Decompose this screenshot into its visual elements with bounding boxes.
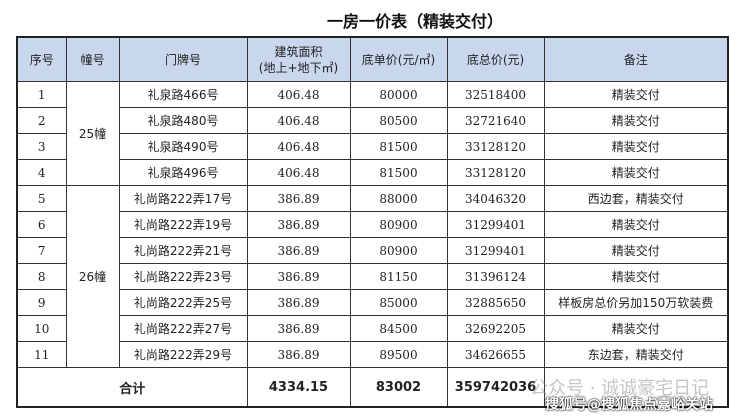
area-cell: 386.89 [246, 185, 351, 212]
note-cell: 精装交付 [543, 315, 729, 342]
area-cell: 386.89 [246, 341, 351, 368]
area-cell: 386.89 [246, 263, 351, 290]
address-cell: 礼尚路222弄23号 [118, 263, 248, 290]
area-cell: 406.48 [246, 107, 351, 134]
address-cell: 礼尚路222弄27号 [118, 315, 248, 342]
total-price-cell: 32721640 [446, 107, 545, 134]
table-row: 11 礼尚路222弄29号 386.89 89500 34626655 东边套，精装交付 [16, 341, 729, 368]
note-cell: 东边套，精装交付 [543, 341, 729, 368]
row-number: 5 [16, 185, 67, 212]
total-price-cell: 33128120 [446, 159, 545, 186]
total-note-empty [543, 367, 729, 408]
table-row: 8 礼尚路222弄23号 386.89 81150 31396124 精装交付 [16, 263, 729, 290]
column-header: 底单价(元/㎡) [349, 36, 448, 82]
row-number: 3 [16, 133, 67, 160]
table-row: 2 礼泉路480号 406.48 80500 32721640 精装交付 [16, 107, 729, 134]
note-cell: 西边套，精装交付 [543, 185, 729, 212]
unit-price-cell: 88000 [349, 185, 448, 212]
total-area: 4334.15 [246, 367, 351, 408]
unit-price-cell: 80900 [349, 237, 448, 264]
unit-price-cell: 81500 [349, 159, 448, 186]
unit-price-cell: 80500 [349, 107, 448, 134]
note-cell: 精装交付 [543, 211, 729, 238]
total-unit-price: 83002 [349, 367, 448, 408]
note-cell: 精装交付 [543, 237, 729, 264]
address-cell: 礼尚路222弄25号 [118, 289, 248, 316]
total-price-cell: 32885650 [446, 289, 545, 316]
total-price: 359742036 [446, 367, 545, 408]
area-cell: 406.48 [246, 159, 351, 186]
total-price-cell: 34046320 [446, 185, 545, 212]
row-number: 10 [16, 315, 67, 342]
note-cell: 样板房总价另加150万软装费 [543, 289, 729, 316]
page-title: 一房一价表（精装交付） [326, 12, 503, 31]
price-table: 序号 幢号 门牌号 建筑面积 (地上+地下㎡) 底单价(元/㎡) 底总价(元) 备注 1 25… [16, 36, 729, 408]
total-label: 合计 [16, 367, 248, 408]
column-header: 建筑面积 (地上+地下㎡) [246, 36, 351, 82]
note-cell: 精装交付 [543, 107, 729, 134]
total-price-cell: 31299401 [446, 211, 545, 238]
address-cell: 礼尚路222弄29号 [118, 341, 248, 368]
column-header: 备注 [543, 36, 729, 82]
note-cell: 精装交付 [543, 159, 729, 186]
row-number: 1 [16, 81, 67, 108]
unit-price-cell: 80900 [349, 211, 448, 238]
total-price-cell: 34626655 [446, 341, 545, 368]
table-row: 9 礼尚路222弄25号 386.89 85000 32885650 样板房总价另加150… [16, 289, 729, 316]
building-cell: 26幢 [65, 185, 120, 368]
table-row: 4 礼泉路496号 406.48 81500 33128120 精装交付 [16, 159, 729, 186]
column-header: 门牌号 [118, 36, 248, 82]
column-header: 幢号 [65, 36, 120, 82]
total-price-cell: 31299401 [446, 237, 545, 264]
address-cell: 礼泉路466号 [118, 81, 248, 108]
row-number: 7 [16, 237, 67, 264]
area-cell: 406.48 [246, 81, 351, 108]
column-header: 序号 [16, 36, 67, 82]
address-cell: 礼泉路496号 [118, 159, 248, 186]
unit-price-cell: 80000 [349, 81, 448, 108]
area-cell: 406.48 [246, 133, 351, 160]
address-cell: 礼尚路222弄21号 [118, 237, 248, 264]
table-row: 1 25幢 礼泉路466号 406.48 80000 32518400 精装交付 [16, 81, 729, 186]
row-number: 11 [16, 341, 67, 368]
address-cell: 礼尚路222弄17号 [118, 185, 248, 212]
total-price-cell: 33128120 [446, 133, 545, 160]
address-cell: 礼泉路490号 [118, 133, 248, 160]
note-cell: 精装交付 [543, 133, 729, 160]
unit-price-cell: 89500 [349, 341, 448, 368]
area-cell: 386.89 [246, 289, 351, 316]
row-number: 9 [16, 289, 67, 316]
table-row: 6 礼尚路222弄19号 386.89 80900 31299401 精装交付 [16, 211, 729, 238]
total-price-cell: 32518400 [446, 81, 545, 108]
row-number: 4 [16, 159, 67, 186]
unit-price-cell: 81150 [349, 263, 448, 290]
note-cell: 精装交付 [543, 263, 729, 290]
table-row: 10 礼尚路222弄27号 386.89 84500 32692205 精装交付 [16, 315, 729, 342]
watermark-wechat: 公众号 · 诚诚豪宅日记 [530, 378, 710, 399]
row-number: 6 [16, 211, 67, 238]
row-number: 2 [16, 107, 67, 134]
table-row: 7 礼尚路222弄21号 386.89 80900 31299401 精装交付 [16, 237, 729, 264]
row-number: 8 [16, 263, 67, 290]
watermark-sohu: 搜狐号@搜狐焦点嘉峪关站 [545, 397, 713, 413]
total-row: 合计 4334.15 83002 359742036 [16, 367, 729, 408]
column-header: 底总价(元) [446, 36, 545, 82]
note-cell: 精装交付 [543, 81, 729, 108]
address-cell: 礼尚路222弄19号 [118, 211, 248, 238]
total-price-cell: 32692205 [446, 315, 545, 342]
area-cell: 386.89 [246, 315, 351, 342]
address-cell: 礼泉路480号 [118, 107, 248, 134]
area-cell: 386.89 [246, 237, 351, 264]
table-row: 5 26幢 礼尚路222弄17号 386.89 88000 34046320 西边套，精装交… [16, 185, 729, 368]
area-cell: 386.89 [246, 211, 351, 238]
table-row: 3 礼泉路490号 406.48 81500 33128120 精装交付 [16, 133, 729, 160]
unit-price-cell: 84500 [349, 315, 448, 342]
building-cell: 25幢 [65, 81, 120, 186]
total-price-cell: 31396124 [446, 263, 545, 290]
unit-price-cell: 85000 [349, 289, 448, 316]
unit-price-cell: 81500 [349, 133, 448, 160]
